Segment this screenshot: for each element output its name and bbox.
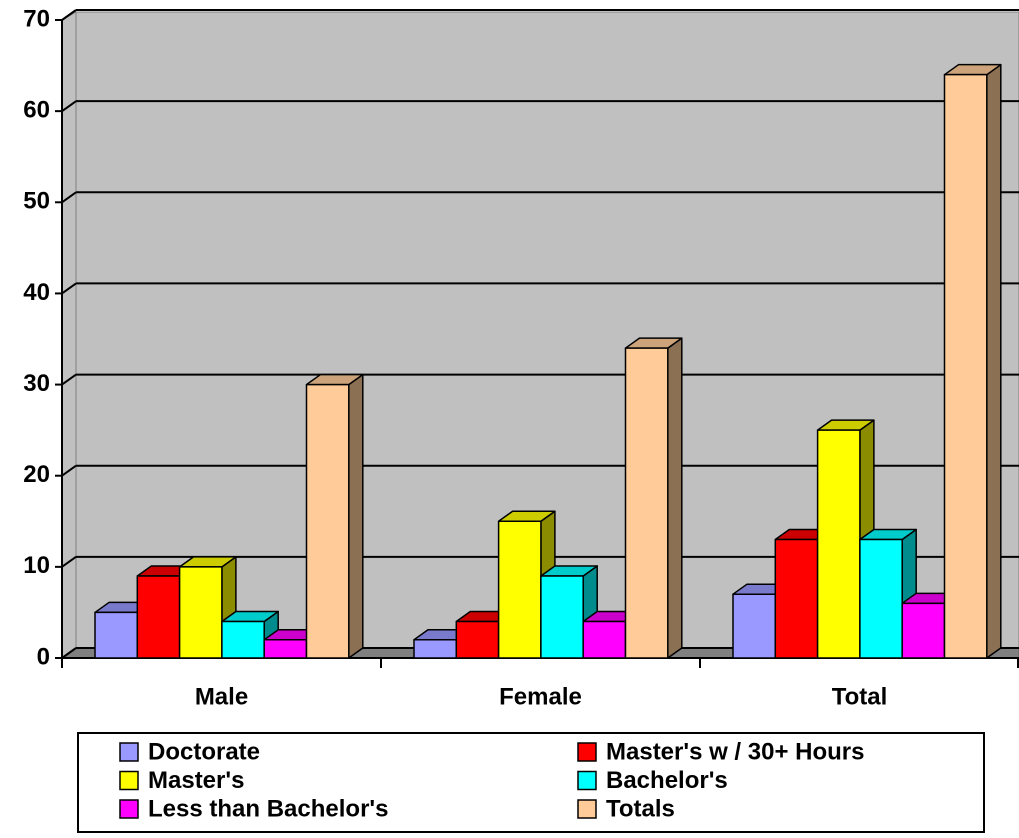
bar [943,73,988,659]
legend-swatch [577,742,597,762]
bar [624,347,669,659]
bar [859,538,903,659]
legend-label: Totals [606,795,675,822]
legend-swatch [119,770,139,791]
grid-line [61,373,77,386]
bar [816,429,861,659]
legend-label: Less than Bachelor's [148,795,388,822]
legend-label: Master's w / 30+ Hours [606,738,864,765]
grid-line [61,282,77,295]
x-tick-label: Female [499,683,582,710]
grid-line [61,100,77,112]
legend-swatch [119,799,139,819]
bar [540,575,584,659]
grid-line [61,464,77,477]
legend-swatch [577,770,597,791]
y-tick-label: 20 [23,461,50,488]
bar-side [986,63,1002,659]
bar-side [348,373,364,659]
bar [497,520,542,659]
grid-line [61,191,77,204]
legend-label: Doctorate [148,738,260,765]
bar [774,538,819,659]
bar [901,602,946,659]
y-tick-label: 70 [23,5,50,32]
grid-line [61,9,77,21]
y-tick-label: 40 [23,279,50,306]
bar [455,620,500,659]
legend-swatch [119,742,139,762]
legend-swatch [577,799,597,819]
legend-label: Bachelor's [606,767,728,794]
x-tick-label: Male [195,683,248,710]
legend-label: Master's [148,767,244,794]
y-tick-label: 0 [37,643,50,670]
bar [732,593,777,659]
x-tick-label: Total [832,683,888,710]
y-tick-label: 10 [23,552,50,579]
bar [178,566,223,659]
grid-line [61,556,77,568]
bar-side [667,337,683,659]
bar [413,639,458,659]
bar [221,620,265,659]
bar [582,620,627,659]
legend [77,732,985,833]
y-tick-label: 60 [23,96,50,123]
grid-line [61,647,77,659]
y-tick-label: 50 [23,188,50,215]
bar [136,575,181,659]
y-tick-label: 30 [23,370,50,397]
bar [94,611,139,659]
bar [263,639,308,659]
bar [305,383,350,659]
